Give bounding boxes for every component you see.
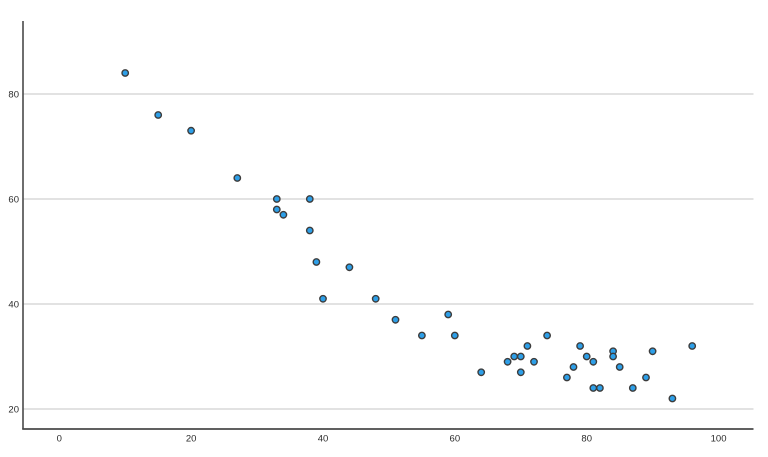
data-point: [668, 394, 677, 403]
data-point: [417, 331, 426, 340]
data-point: [305, 195, 314, 203]
data-point: [391, 315, 400, 324]
data-point: [516, 368, 525, 377]
y-tick-label-80: 80: [8, 89, 19, 100]
data-point: [371, 294, 380, 303]
x-tick-label-20: 20: [186, 434, 197, 445]
data-point: [530, 357, 538, 366]
y-tick-label-20: 20: [8, 404, 19, 415]
data-point: [187, 126, 196, 135]
data-point: [516, 352, 525, 361]
data-point: [543, 331, 551, 340]
data-point: [609, 352, 617, 361]
data-point: [596, 384, 604, 392]
data-point: [510, 352, 519, 361]
data-point: [642, 373, 650, 382]
data-point: [450, 331, 459, 340]
data-point: [272, 195, 281, 203]
data-point: [589, 384, 598, 392]
data-point: [233, 174, 242, 182]
data-point: [305, 226, 314, 235]
x-tick-label-100: 100: [711, 434, 727, 445]
data-point: [582, 352, 591, 361]
y-tick-label-60: 60: [8, 194, 19, 205]
data-point: [563, 373, 571, 382]
x-tick-label-60: 60: [450, 434, 461, 445]
x-tick-label-80: 80: [581, 434, 592, 445]
y-tick-label-40: 40: [8, 299, 19, 310]
data-point: [688, 342, 697, 350]
data-point: [319, 294, 327, 303]
data-point: [503, 357, 512, 366]
data-point: [154, 111, 163, 119]
data-point: [569, 363, 578, 371]
data-point: [628, 384, 637, 392]
data-point: [615, 363, 624, 371]
data-point: [648, 347, 657, 356]
x-tick-label-0: 0: [57, 434, 62, 445]
data-point: [272, 205, 281, 214]
data-point: [345, 263, 354, 272]
data-point: [589, 357, 598, 366]
data-point: [523, 342, 532, 350]
x-tick-label-40: 40: [318, 434, 329, 445]
data-point: [279, 210, 288, 219]
data-point: [576, 342, 584, 350]
data-point: [121, 69, 130, 77]
data-point: [312, 258, 321, 266]
data-point: [444, 310, 453, 319]
data-point: [477, 368, 486, 377]
